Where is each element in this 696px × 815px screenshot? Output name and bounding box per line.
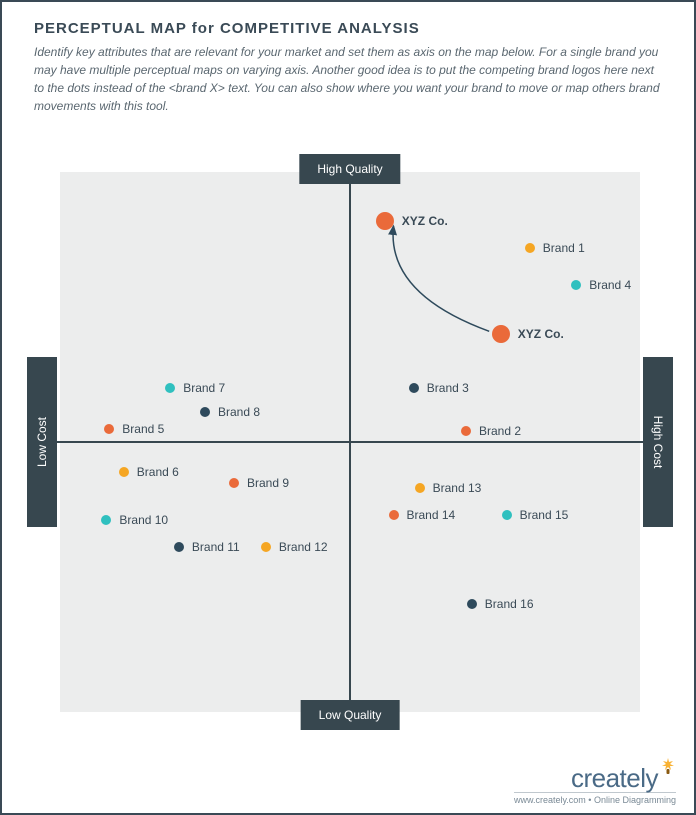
brand-label: Brand 3	[427, 381, 469, 395]
brand-dot	[492, 325, 510, 343]
brand-dot	[409, 383, 419, 393]
brand-label: Brand 14	[407, 508, 456, 522]
brand-label: XYZ Co.	[518, 327, 564, 341]
brand-dot	[174, 542, 184, 552]
quadrant-area: High Quality Low Quality Low Cost High C…	[60, 172, 640, 712]
brand-dot	[415, 483, 425, 493]
brand-dot	[261, 542, 271, 552]
axis-label-left: Low Cost	[27, 357, 57, 527]
brand-label: Brand 12	[279, 540, 328, 554]
brand-label: Brand 5	[122, 422, 164, 436]
header: PERCEPTUAL MAP for COMPETITIVE ANALYSIS …	[2, 2, 694, 125]
axis-label-right: High Cost	[643, 357, 673, 527]
perceptual-map: High Quality Low Quality Low Cost High C…	[2, 152, 694, 732]
page-title: PERCEPTUAL MAP for COMPETITIVE ANALYSIS	[34, 20, 662, 37]
page-subtitle: Identify key attributes that are relevan…	[34, 43, 662, 115]
logo-text: creately	[571, 763, 658, 794]
footer-logo: creately	[514, 763, 676, 794]
brand-dot	[165, 383, 175, 393]
footer: creately www.creately.com • Online Diagr…	[514, 763, 676, 805]
brand-label: Brand 15	[520, 508, 569, 522]
brand-label: Brand 13	[433, 481, 482, 495]
brand-label: Brand 7	[183, 381, 225, 395]
brand-dot	[101, 515, 111, 525]
brand-label: Brand 6	[137, 465, 179, 479]
brand-dot	[200, 407, 210, 417]
brand-dot	[525, 243, 535, 253]
brand-label: XYZ Co.	[402, 214, 448, 228]
brand-dot	[229, 478, 239, 488]
brand-label: Brand 1	[543, 241, 585, 255]
brand-label: Brand 4	[589, 278, 631, 292]
brand-label: Brand 2	[479, 424, 521, 438]
brand-dot	[571, 280, 581, 290]
brand-dot	[467, 599, 477, 609]
brand-dot	[389, 510, 399, 520]
bulb-icon	[660, 757, 676, 782]
brand-label: Brand 11	[192, 540, 240, 554]
page-frame: PERCEPTUAL MAP for COMPETITIVE ANALYSIS …	[0, 0, 696, 815]
brand-label: Brand 8	[218, 405, 260, 419]
brand-label: Brand 10	[119, 513, 168, 527]
brand-dot	[502, 510, 512, 520]
brand-label: Brand 9	[247, 476, 289, 490]
brand-dot	[376, 212, 394, 230]
brand-label: Brand 16	[485, 597, 534, 611]
brand-dot	[461, 426, 471, 436]
brand-dot	[119, 467, 129, 477]
brand-dot	[104, 424, 114, 434]
